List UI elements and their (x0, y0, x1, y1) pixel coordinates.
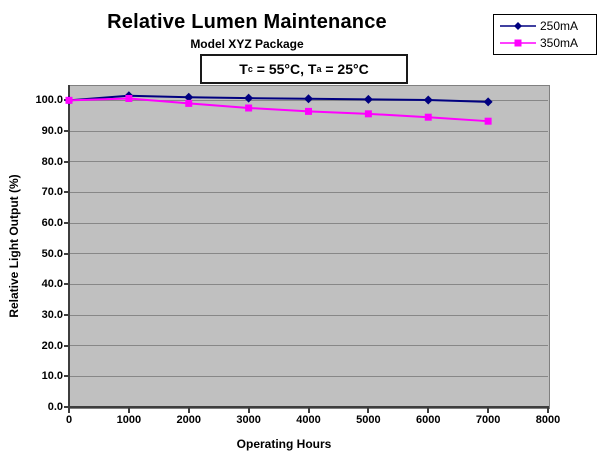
x-tick-label: 3000 (236, 414, 261, 426)
x-tick-2000 (187, 408, 190, 413)
y-tick-label: 60.0 (41, 217, 63, 229)
legend-item-label: 350mA (540, 36, 579, 50)
x-tick-label: 6000 (416, 414, 441, 426)
x-tick-3000 (247, 408, 250, 413)
y-tick-100 (64, 99, 69, 102)
y-tick-60 (64, 222, 69, 224)
x-tick-label: 8000 (535, 414, 561, 426)
legend: 250mA 350mA (493, 14, 597, 55)
y-tick-label: 50.0 (41, 247, 63, 260)
gridline-y-40 (69, 283, 548, 285)
gridline-y-60 (69, 222, 548, 224)
annotation-sub-a: a (316, 64, 322, 74)
y-tick-label: 20.0 (41, 339, 63, 352)
y-tick-70 (64, 191, 69, 194)
x-tick-1000 (127, 408, 130, 413)
y-tick-50 (64, 252, 69, 255)
x-tick-0 (68, 408, 70, 413)
x-tick-8000 (547, 408, 549, 413)
chart-subtitle: Model XYZ Package (190, 37, 304, 51)
diamond-marker (514, 22, 522, 30)
x-tick-label: 4000 (296, 414, 321, 426)
x-axis-title: Operating Hours (236, 437, 332, 451)
x-tick-5000 (367, 408, 370, 413)
x-tick-6000 (427, 408, 430, 413)
y-axis-line (68, 85, 70, 409)
y-tick-30 (64, 314, 69, 316)
y-tick-label: 0.0 (47, 401, 63, 413)
annotation-text-post: = 25°C (321, 61, 369, 77)
y-tick-80 (64, 160, 69, 163)
x-tick-4000 (307, 408, 310, 413)
gridline-y-80 (69, 161, 548, 163)
plot-area (69, 85, 550, 409)
y-tick-label: 30.0 (41, 309, 63, 321)
x-axis-line (68, 406, 549, 408)
gridline-y-70 (69, 191, 548, 193)
gridline-y-50 (69, 253, 548, 255)
y-tick-label: 90.0 (41, 125, 63, 137)
gridline-y-90 (69, 130, 548, 132)
gridline-y-10 (69, 375, 548, 377)
legend-marker-diamond (500, 22, 536, 30)
legend-item-250mA: 250mA (499, 18, 596, 34)
annotation-text-pre: T (239, 61, 248, 77)
legend-item-350mA: 350mA (499, 35, 596, 51)
x-tick-7000 (487, 408, 490, 413)
x-tick-label: 1000 (116, 414, 142, 426)
title-block: Relative Lumen Maintenance Model XYZ Pac… (0, 11, 494, 51)
legend-item-label: 250mA (540, 19, 579, 33)
y-tick-label: 80.0 (41, 155, 63, 168)
y-tick-label: 70.0 (41, 186, 63, 199)
annotation-text-mid: = 55°C, T (252, 61, 317, 77)
legend-marker-square (500, 39, 536, 47)
x-tick-label: 0 (65, 414, 73, 426)
y-tick-10 (64, 375, 69, 378)
x-tick-label: 5000 (356, 414, 381, 426)
y-tick-20 (64, 344, 69, 347)
y-axis-title: Relative Light Output (%) (7, 174, 21, 318)
annotation-sub-c: c (247, 64, 253, 74)
gridline-y-100 (69, 99, 548, 101)
y-tick-label: 10.0 (41, 370, 63, 383)
y-tick-label: 40.0 (41, 278, 63, 291)
y-tick-40 (64, 283, 69, 286)
square-marker (514, 39, 522, 47)
y-tick-90 (64, 130, 69, 132)
x-tick-label: 2000 (176, 414, 201, 426)
y-tick-0 (64, 406, 69, 408)
gridline-y-30 (69, 314, 548, 316)
y-tick-label: 100.0 (35, 94, 63, 107)
x-tick-label: 7000 (475, 414, 501, 426)
gridline-y-20 (69, 345, 548, 347)
chart-title: Relative Lumen Maintenance (107, 11, 387, 33)
